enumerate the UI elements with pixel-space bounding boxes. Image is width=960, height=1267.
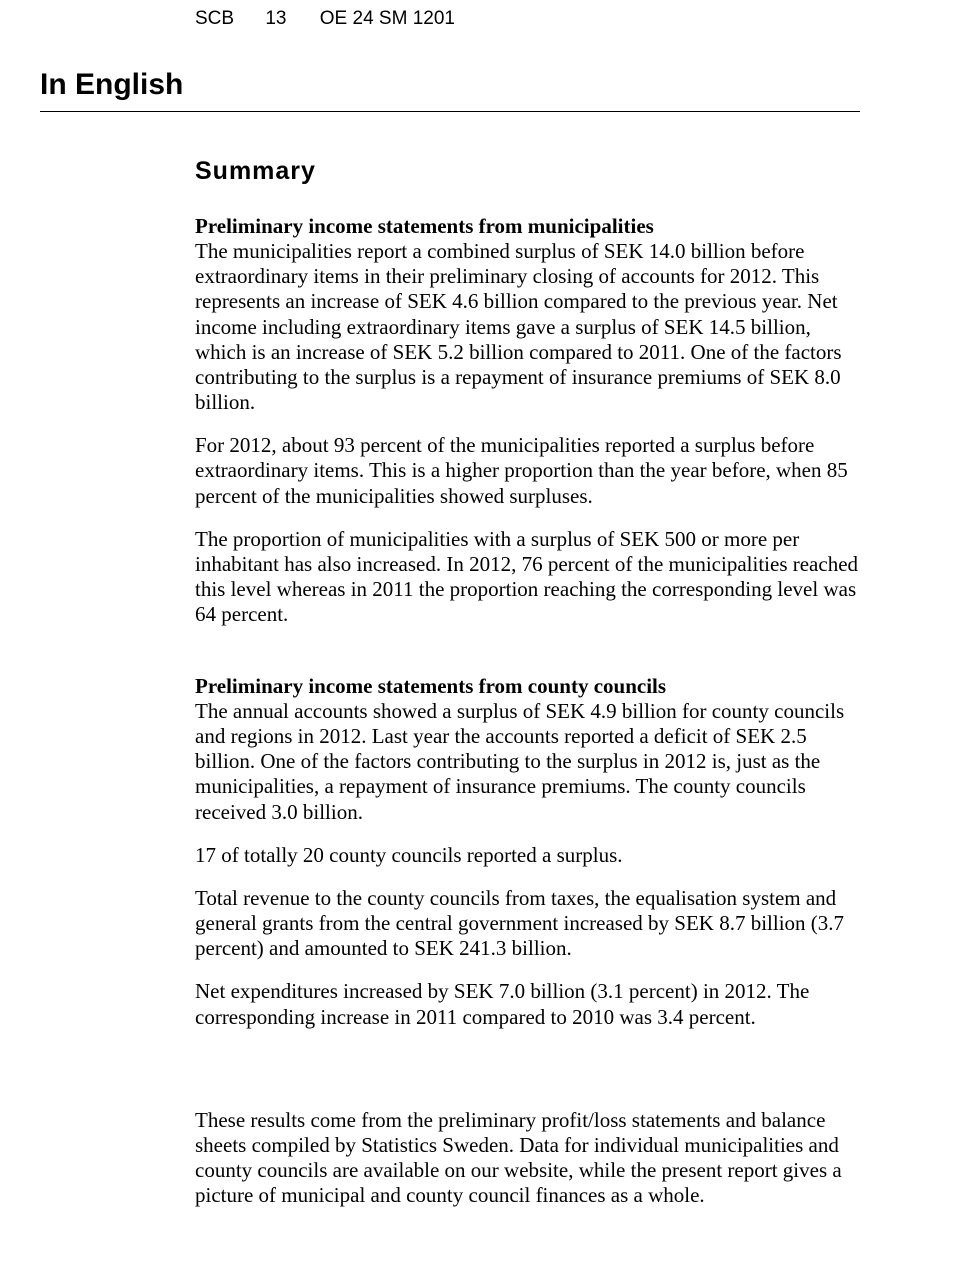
paragraph: For 2012, about 93 percent of the munici… — [195, 433, 860, 509]
header-org: SCB — [195, 8, 234, 29]
document-page: SCB 13 OE 24 SM 1201 In English Summary … — [0, 0, 960, 1267]
paragraph: Net expenditures increased by SEK 7.0 bi… — [195, 979, 860, 1029]
paragraph: The proportion of municipalities with a … — [195, 527, 860, 628]
main-heading: In English — [40, 67, 860, 112]
paragraph: The annual accounts showed a surplus of … — [195, 699, 860, 825]
page-header: SCB 13 OE 24 SM 1201 — [195, 8, 860, 31]
header-page-number: 13 — [265, 8, 286, 29]
header-doc-code: OE 24 SM 1201 — [320, 8, 455, 29]
section-gap — [195, 1048, 860, 1108]
section-gap — [195, 646, 860, 674]
subheading-municipalities: Preliminary income statements from munic… — [195, 214, 860, 239]
paragraph: These results come from the preliminary … — [195, 1108, 860, 1209]
paragraph: 17 of totally 20 county councils reporte… — [195, 843, 860, 868]
paragraph: Total revenue to the county councils fro… — [195, 886, 860, 962]
summary-heading: Summary — [195, 156, 860, 186]
subheading-county-councils: Preliminary income statements from count… — [195, 674, 860, 699]
paragraph: The municipalities report a combined sur… — [195, 239, 860, 415]
